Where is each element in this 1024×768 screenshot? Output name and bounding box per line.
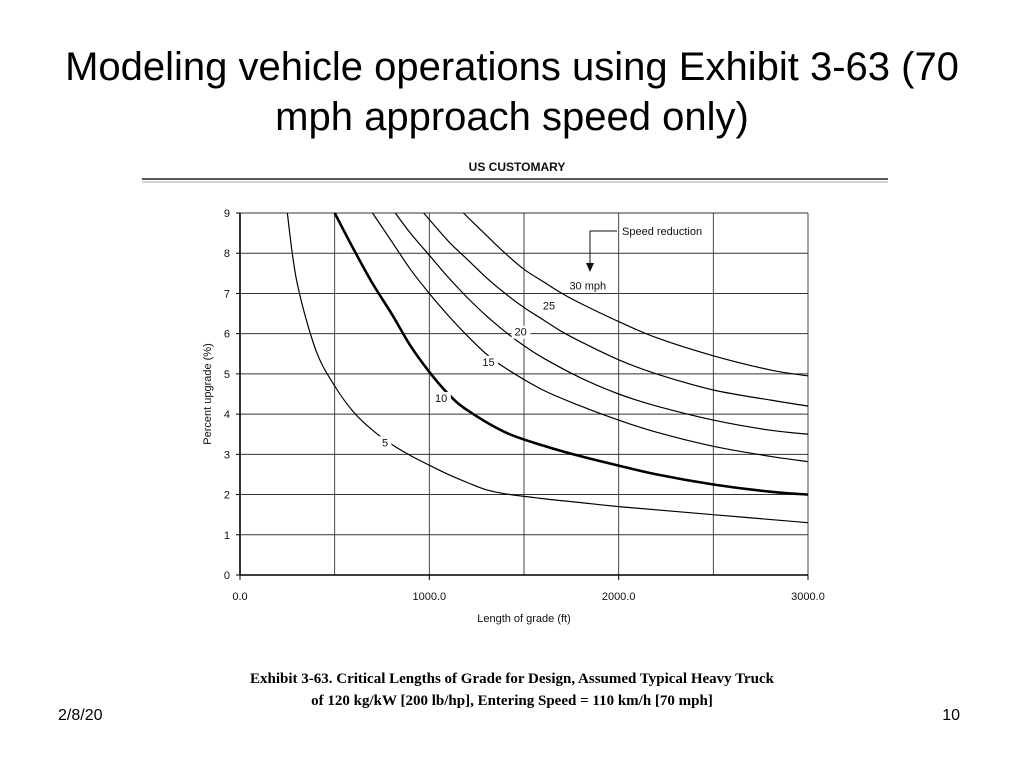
y-tick-label: 8	[224, 248, 230, 260]
speed-reduction-annotation: Speed reduction	[586, 226, 702, 272]
curve-label-15: 15	[482, 357, 494, 369]
series-curve-25	[423, 212, 808, 407]
y-tick-label: 2	[224, 490, 230, 502]
slide-date: 2/8/20	[58, 707, 103, 724]
curve-label-bg-10	[432, 392, 451, 406]
figure-heading: US CUSTOMARY	[469, 160, 566, 174]
y-axis-label: Percent upgrade (%)	[202, 343, 214, 445]
y-tick-label: 0	[224, 570, 230, 582]
speed-reduction-label: Speed reduction	[622, 226, 702, 238]
y-tick-label: 4	[224, 409, 230, 421]
curve-label-5: 5	[382, 437, 388, 449]
tick-labels: 0.0 1000.0 2000.0 3000.0 0 1 2 3 4 5 6 7 8 9	[224, 208, 825, 603]
series-curves	[286, 212, 808, 524]
curve-labels: 5 10 15 20 25 30 mph	[379, 279, 611, 450]
figure-caption: Exhibit 3-63. Critical Lengths of Grade …	[150, 668, 874, 712]
x-tick-label: 2000.0	[602, 591, 636, 603]
y-tick-label: 9	[224, 208, 230, 220]
curve-label-30: 30 mph	[569, 280, 606, 292]
curve-label-bg-20	[511, 325, 531, 339]
x-tick-label: 0.0	[232, 591, 247, 603]
series-curve-30	[462, 212, 808, 377]
curve-label-10: 10	[435, 393, 447, 405]
y-tick-label: 6	[224, 329, 230, 341]
y-tick-label: 7	[224, 288, 230, 300]
caption-line-2: of 120 kg/kW [200 lb/hp], Entering Speed…	[311, 693, 713, 709]
x-tick-label: 3000.0	[791, 591, 825, 603]
x-axis-label: Length of grade (ft)	[477, 613, 571, 625]
curve-label-bg-5	[379, 436, 392, 450]
curve-label-bg-15	[479, 355, 499, 369]
axes	[236, 212, 809, 580]
series-curve-10	[333, 212, 808, 496]
curve-label-bg-30	[566, 279, 611, 293]
y-tick-label: 1	[224, 530, 230, 542]
series-curve-5	[286, 212, 808, 524]
y-tick-label: 5	[224, 369, 230, 381]
grid-lines	[239, 212, 809, 575]
caption-line-1: Exhibit 3-63. Critical Lengths of Grade …	[249, 671, 775, 687]
curve-label-25: 25	[543, 301, 555, 313]
annotation-arrowhead	[586, 263, 594, 272]
series-curve-15	[372, 212, 808, 463]
x-tick-label: 1000.0	[413, 591, 447, 603]
curve-label-20: 20	[515, 327, 527, 339]
annotation-arrow-line	[589, 230, 617, 265]
slide-title: Modeling vehicle operations using Exhibi…	[65, 45, 959, 139]
y-tick-label: 3	[224, 449, 230, 461]
page-number: 10	[942, 707, 960, 724]
series-curve-20	[394, 212, 808, 435]
curve-label-bg-25	[539, 299, 559, 313]
